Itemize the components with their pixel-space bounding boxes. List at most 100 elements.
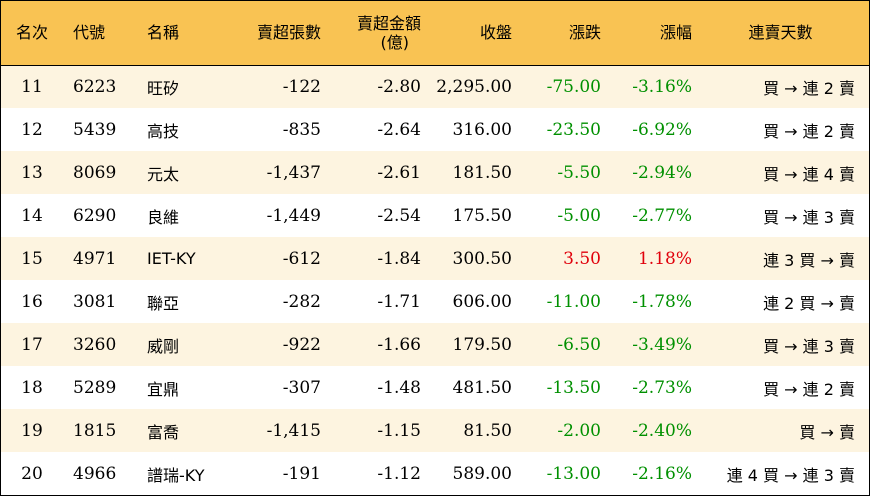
- cell-net-sell-lots: -1,415: [266, 420, 321, 441]
- cell-change: -11.00: [546, 291, 601, 312]
- cell-close: 175.50: [452, 205, 512, 226]
- cell-change: -5.50: [557, 162, 601, 183]
- cell-change-pct: -1.78%: [632, 291, 692, 312]
- cell-change: -2.00: [557, 420, 601, 441]
- cell-rank: 19: [21, 420, 43, 441]
- cell-net-sell-amount: -1.15: [377, 420, 421, 441]
- cell-code: 6223: [73, 76, 117, 97]
- cell-name: 良維: [147, 207, 180, 227]
- cell-streak: 買 → 連 3 賣: [763, 207, 855, 227]
- cell-name: 旺矽: [147, 78, 180, 98]
- table-row[interactable]: 12 5439 高技 -835 -2.64 316.00 -23.50 -6.92% 買 → 連…: [1, 108, 869, 151]
- table-body: 11 6223 旺矽 -122 -2.80 2,295.00 -75.00 -3.16% 買 →…: [1, 65, 869, 495]
- cell-rank: 11: [21, 76, 43, 97]
- header-net-sell-amount-label: 賣超金額: [356, 13, 421, 33]
- cell-net-sell-lots: -122: [282, 76, 321, 97]
- header-close: 收盤: [421, 1, 512, 66]
- cell-code: 3260: [73, 334, 117, 355]
- cell-net-sell-amount: -2.61: [377, 162, 421, 183]
- cell-close: 300.50: [452, 248, 512, 269]
- cell-name: 聯亞: [147, 293, 180, 313]
- cell-name: 富喬: [147, 422, 180, 442]
- cell-net-sell-lots: -1,437: [266, 162, 321, 183]
- header-row: 名次 代號 名稱 賣超張數 賣超金額 (億) 收盤 漲跌 漲幅 連賣天數: [1, 1, 869, 66]
- table-row[interactable]: 17 3260 威剛 -922 -1.66 179.50 -6.50 -3.49% 買 → 連 …: [1, 323, 869, 366]
- header-rank: 名次: [1, 1, 63, 66]
- table-row[interactable]: 20 4966 譜瑞-KY -191 -1.12 589.00 -13.00 -2.16% 連 …: [1, 452, 869, 495]
- table-row[interactable]: 18 5289 宜鼎 -307 -1.48 481.50 -13.50 -2.73% 買 → 連…: [1, 366, 869, 409]
- cell-change-pct: -2.16%: [632, 463, 692, 484]
- cell-rank: 14: [21, 205, 43, 226]
- cell-change: -5.00: [557, 205, 601, 226]
- cell-close: 181.50: [452, 162, 512, 183]
- cell-net-sell-lots: -612: [282, 248, 321, 269]
- cell-net-sell-amount: -1.71: [377, 291, 421, 312]
- header-name: 名稱: [143, 1, 227, 66]
- header-net-sell-amount: 賣超金額 (億): [321, 1, 421, 66]
- cell-change-pct: 1.18%: [637, 248, 692, 269]
- cell-streak: 買 → 連 2 賣: [763, 121, 855, 141]
- cell-name: 元太: [147, 164, 180, 184]
- table-row[interactable]: 11 6223 旺矽 -122 -2.80 2,295.00 -75.00 -3.16% 買 →…: [1, 65, 869, 108]
- cell-code: 5289: [73, 377, 117, 398]
- cell-rank: 15: [21, 248, 43, 269]
- table-row[interactable]: 14 6290 良維 -1,449 -2.54 175.50 -5.00 -2.77% 買 → …: [1, 194, 869, 237]
- cell-change: -23.50: [546, 119, 601, 140]
- table-header: 名次 代號 名稱 賣超張數 賣超金額 (億) 收盤 漲跌 漲幅 連賣天數: [1, 1, 869, 66]
- header-change: 漲跌: [512, 1, 601, 66]
- table-row[interactable]: 15 4971 IET-KY -612 -1.84 300.50 3.50 1.18% 連 3 …: [1, 237, 869, 280]
- cell-close: 2,295.00: [436, 76, 512, 97]
- cell-code: 3081: [73, 291, 117, 312]
- cell-change-pct: -3.49%: [632, 334, 692, 355]
- cell-code: 5439: [73, 119, 117, 140]
- cell-rank: 16: [21, 291, 43, 312]
- cell-streak: 買 → 連 2 賣: [763, 379, 855, 399]
- cell-streak: 連 4 買 → 連 3 賣: [726, 465, 855, 485]
- cell-net-sell-lots: -835: [282, 119, 321, 140]
- cell-code: 8069: [73, 162, 117, 183]
- cell-net-sell-amount: -2.54: [377, 205, 421, 226]
- cell-change-pct: -2.77%: [632, 205, 692, 226]
- cell-streak: 連 2 買 → 賣: [763, 293, 855, 313]
- cell-net-sell-amount: -1.48: [377, 377, 421, 398]
- cell-change: -13.50: [546, 377, 601, 398]
- table-row[interactable]: 16 3081 聯亞 -282 -1.71 606.00 -11.00 -1.78% 連 2 買…: [1, 280, 869, 323]
- cell-net-sell-lots: -1,449: [266, 205, 321, 226]
- header-net-sell-lots: 賣超張數: [227, 1, 321, 66]
- cell-streak: 買 → 連 2 賣: [763, 78, 855, 98]
- cell-change: -75.00: [546, 76, 601, 97]
- cell-name: 高技: [147, 121, 180, 141]
- cell-change-pct: -2.94%: [632, 162, 692, 183]
- table-row[interactable]: 13 8069 元太 -1,437 -2.61 181.50 -5.50 -2.94% 買 → …: [1, 151, 869, 194]
- cell-change-pct: -6.92%: [632, 119, 692, 140]
- cell-net-sell-lots: -282: [282, 291, 321, 312]
- cell-change-pct: -3.16%: [632, 76, 692, 97]
- cell-net-sell-amount: -2.80: [377, 76, 421, 97]
- cell-net-sell-amount: -1.12: [377, 463, 421, 484]
- cell-net-sell-amount: -1.66: [377, 334, 421, 355]
- cell-net-sell-amount: -2.64: [377, 119, 421, 140]
- cell-streak: 連 3 買 → 賣: [763, 250, 855, 270]
- cell-change-pct: -2.73%: [632, 377, 692, 398]
- cell-code: 4966: [73, 463, 117, 484]
- cell-code: 4971: [73, 248, 117, 269]
- cell-name: 譜瑞-KY: [147, 465, 205, 485]
- cell-name: 威剛: [147, 336, 180, 356]
- cell-close: 481.50: [452, 377, 512, 398]
- cell-net-sell-lots: -307: [282, 377, 321, 398]
- cell-rank: 17: [21, 334, 43, 355]
- cell-net-sell-amount: -1.84: [377, 248, 421, 269]
- cell-change-pct: -2.40%: [632, 420, 692, 441]
- header-net-sell-amount-unit: (億): [380, 32, 410, 52]
- cell-rank: 13: [21, 162, 43, 183]
- header-change-pct: 漲幅: [601, 1, 692, 66]
- cell-streak: 買 → 賣: [799, 422, 855, 442]
- cell-code: 1815: [73, 420, 117, 441]
- cell-streak: 買 → 連 4 賣: [763, 164, 855, 184]
- cell-close: 316.00: [452, 119, 512, 140]
- cell-streak: 買 → 連 3 賣: [763, 336, 855, 356]
- cell-rank: 12: [21, 119, 43, 140]
- cell-code: 6290: [73, 205, 117, 226]
- table-row[interactable]: 19 1815 富喬 -1,415 -1.15 81.50 -2.00 -2.40% 買 → 賣: [1, 409, 869, 452]
